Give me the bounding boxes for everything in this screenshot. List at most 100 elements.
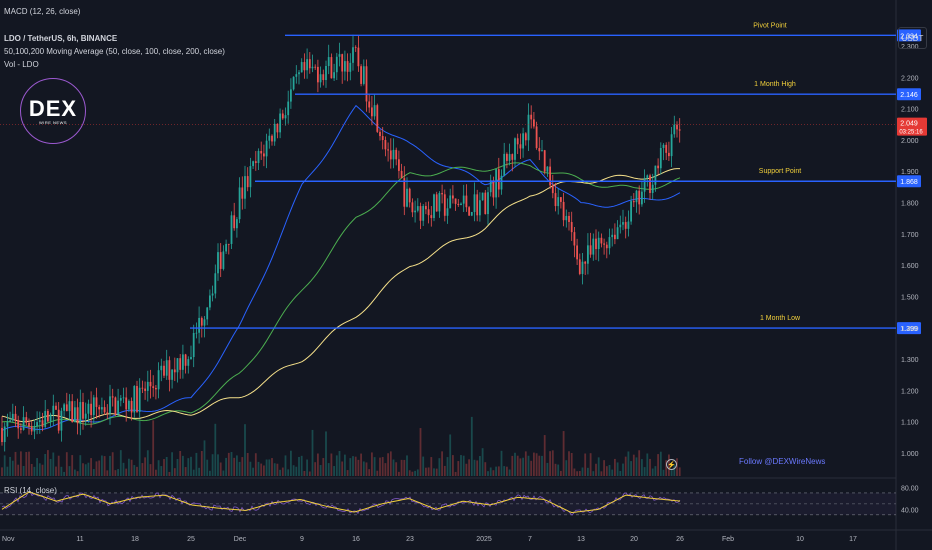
candle-body <box>611 234 614 238</box>
candle-body <box>173 369 176 373</box>
candle-body <box>198 317 200 333</box>
candle-body <box>122 397 125 399</box>
volume-bar <box>533 452 535 476</box>
volume-bar <box>414 470 416 476</box>
candle-body <box>657 165 659 169</box>
flash-icon[interactable]: ⚡ <box>666 459 677 470</box>
candle-body <box>538 148 541 152</box>
symbol-legend[interactable]: LDO / TetherUS, 6h, BINANCE <box>4 34 118 43</box>
y-tick-label: 1.400 <box>901 326 919 333</box>
x-tick-label: 18 <box>131 536 139 543</box>
volume-legend[interactable]: Vol - LDO <box>4 60 39 69</box>
volume-bar <box>165 456 168 476</box>
candle-body <box>303 62 306 71</box>
candle-body <box>438 193 441 212</box>
volume-bar <box>379 457 381 476</box>
candle-body <box>249 166 252 188</box>
volume-bar <box>376 470 379 476</box>
volume-bar <box>419 428 422 476</box>
candle-body <box>627 221 630 229</box>
candle-body <box>30 426 33 432</box>
volume-bar <box>349 458 352 476</box>
candle-body <box>465 195 468 208</box>
candle-body <box>222 251 225 269</box>
candle-body <box>557 197 560 207</box>
candle-body <box>484 192 487 215</box>
volume-bar <box>74 469 76 476</box>
volume-bar <box>470 416 473 476</box>
level-price-tag <box>897 175 921 188</box>
volume-bar <box>109 455 111 476</box>
rsi-band <box>0 492 896 515</box>
candle-body <box>106 412 109 414</box>
candle-body <box>314 66 317 68</box>
volume-bar <box>495 466 497 476</box>
candle-body <box>479 200 481 216</box>
level-price-tag <box>897 322 921 335</box>
volume-bar <box>673 464 676 476</box>
volume-bar <box>430 457 433 476</box>
candle-body <box>381 136 384 141</box>
candle-body <box>619 224 622 228</box>
volume-bar <box>171 452 173 476</box>
candle-body <box>190 357 192 360</box>
candle-body <box>546 166 549 172</box>
candle-body <box>549 166 551 186</box>
volume-bar <box>624 456 627 476</box>
y-tick-label: 1.800 <box>901 201 919 208</box>
y-tick-label: 2.300 <box>901 44 919 51</box>
candle-body <box>581 261 584 274</box>
volume-bar <box>400 459 403 476</box>
candle-body <box>589 245 592 255</box>
candle-body <box>184 354 187 366</box>
volume-bar <box>57 455 60 476</box>
candle-body <box>136 386 138 412</box>
candle-body <box>433 194 435 219</box>
volume-bar <box>190 456 192 476</box>
volume-bar <box>55 466 57 476</box>
volume-bar <box>155 469 157 476</box>
moving-average-legend[interactable]: 50,100,200 Moving Average (50, close, 10… <box>4 47 225 56</box>
volume-bar <box>592 471 595 476</box>
volume-bar <box>287 469 290 476</box>
volume-bar <box>325 431 327 476</box>
rsi-legend[interactable]: RSI (14, close) <box>4 486 57 495</box>
volume-bar <box>33 466 36 476</box>
macd-legend[interactable]: MACD (12, 26, close) <box>4 7 81 16</box>
candle-body <box>595 238 597 250</box>
volume-bar <box>449 434 452 476</box>
candle-body <box>568 215 570 223</box>
volume-bar <box>344 454 346 476</box>
volume-bar <box>514 452 516 476</box>
volume-bar <box>290 450 292 476</box>
volume-bar <box>98 460 101 476</box>
candle-body <box>676 124 678 130</box>
volume-bar <box>322 458 325 476</box>
candle-body <box>360 66 362 84</box>
volume-bar <box>330 453 333 476</box>
candle-body <box>605 244 608 249</box>
candle-body <box>209 295 211 308</box>
currency-button[interactable]: USDT <box>898 27 927 49</box>
volume-bar <box>300 455 303 476</box>
candle-body <box>454 198 457 204</box>
candle-body <box>125 397 128 410</box>
volume-bar <box>503 466 506 476</box>
candle-body <box>149 381 152 387</box>
volume-bar <box>635 457 638 476</box>
volume-bar <box>1 467 3 476</box>
candle-body <box>214 273 217 294</box>
volume-bar <box>214 423 217 476</box>
volume-bar <box>643 467 646 476</box>
volume-bar <box>381 457 384 476</box>
candle-body <box>516 138 519 145</box>
candle-body <box>65 404 68 412</box>
candle-body <box>406 188 408 207</box>
rsi-pane: 80.00 40.00 <box>0 485 919 516</box>
volume-bar <box>84 464 87 476</box>
candle-body <box>230 215 233 244</box>
volume-bar <box>487 471 489 476</box>
volume-bar <box>573 468 576 476</box>
